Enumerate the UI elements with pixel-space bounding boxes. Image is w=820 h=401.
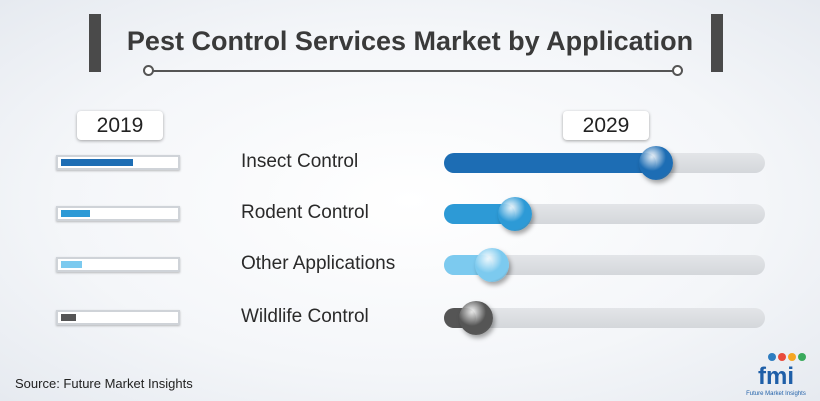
bar-2029-knob <box>639 146 673 180</box>
category-label: Wildlife Control <box>241 306 369 327</box>
bar-2029-fill <box>444 204 515 224</box>
category-label: Insect Control <box>241 151 359 172</box>
bar-2029-track <box>444 301 765 335</box>
fmi-logo: fmi Future Market Insights <box>746 353 806 397</box>
decorative-bar-right <box>711 14 723 72</box>
decorative-bar-left <box>89 14 101 72</box>
bar-2029-knob <box>459 301 493 335</box>
bar-2019 <box>56 155 180 170</box>
logo-tagline: Future Market Insights <box>746 391 806 397</box>
bar-2019 <box>56 257 180 272</box>
bar-2029-track <box>444 146 765 180</box>
bar-2029-track <box>444 248 765 282</box>
bar-2019-fill <box>61 210 90 217</box>
bar-2029-knob <box>498 197 532 231</box>
bar-2029-fill <box>444 153 656 173</box>
logo-wordmark: fmi <box>758 363 794 390</box>
category-label: Other Applications <box>241 253 396 274</box>
year-label-2029: 2029 <box>563 111 649 140</box>
category-label: Rodent Control <box>241 202 369 223</box>
bar-2019 <box>56 206 180 221</box>
bar-2029-knob <box>475 248 509 282</box>
bar-2019 <box>56 310 180 325</box>
bar-2019-fill <box>61 314 76 321</box>
bar-2019-fill <box>61 261 82 268</box>
bar-2019-fill <box>61 159 133 166</box>
title-line-dot-left <box>143 65 154 76</box>
title-line-dot-right <box>672 65 683 76</box>
bar-2029-track <box>444 197 765 231</box>
chart-title: Pest Control Services Market by Applicat… <box>126 26 694 56</box>
title-underline <box>150 70 678 72</box>
year-label-2019: 2019 <box>77 111 163 140</box>
source-note: Source: Future Market Insights <box>15 376 193 391</box>
